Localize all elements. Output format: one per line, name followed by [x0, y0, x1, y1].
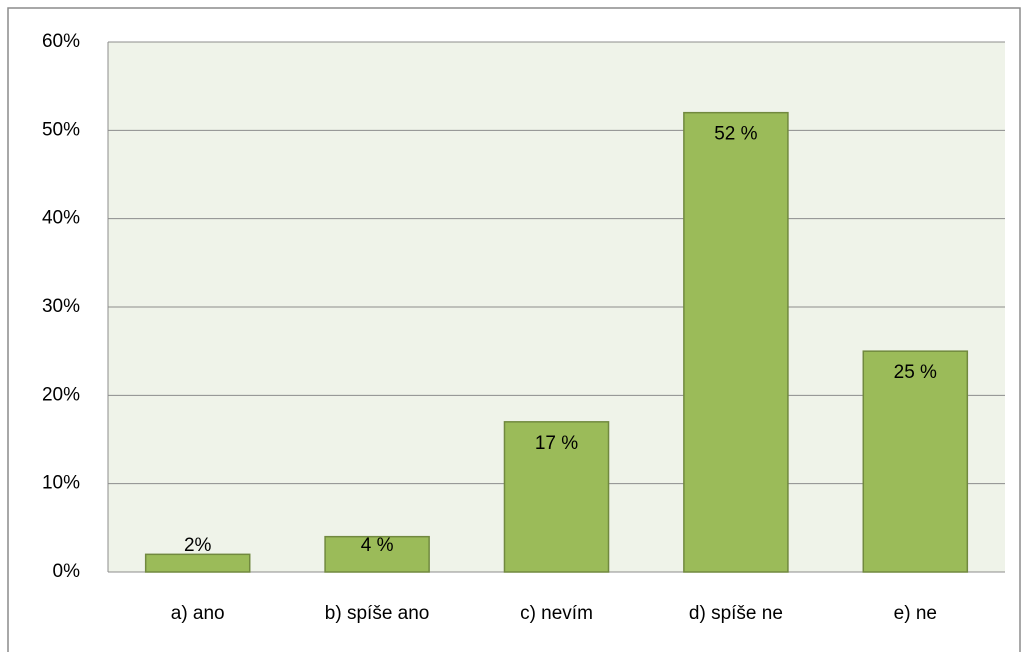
x-tick-label: d) spíše ne [689, 603, 783, 624]
bar [144, 553, 251, 573]
value-label: 52 % [714, 124, 757, 145]
y-tick-label: 0% [53, 561, 81, 582]
y-tick-label: 60% [42, 31, 80, 52]
value-label: 17 % [535, 433, 578, 454]
x-tick-label: e) ne [894, 603, 937, 624]
x-tick-label: b) spíše ano [325, 603, 430, 624]
x-tick-label: a) ano [171, 603, 225, 624]
y-tick-label: 10% [42, 473, 80, 494]
bar [683, 111, 789, 573]
bar [324, 535, 430, 573]
x-tick-label: c) nevím [520, 603, 593, 624]
y-tick-label: 50% [42, 119, 80, 140]
value-label: 25 % [894, 362, 937, 383]
y-tick-label: 30% [42, 296, 80, 317]
value-label: 4 % [361, 535, 394, 556]
bar [503, 421, 610, 573]
value-label: 2% [184, 535, 212, 556]
bar [862, 350, 969, 573]
y-tick-label: 40% [42, 208, 80, 229]
y-tick-label: 20% [42, 384, 80, 405]
